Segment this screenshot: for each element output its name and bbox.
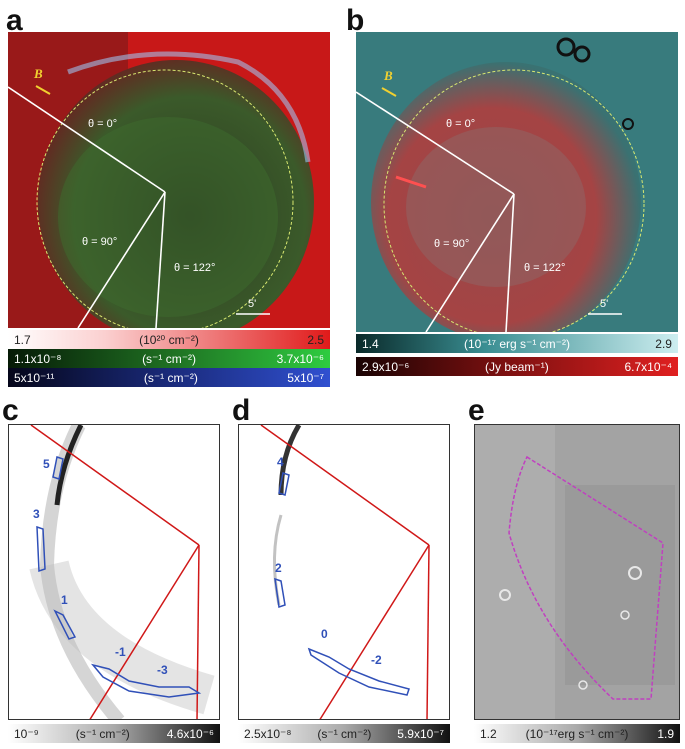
colorbar-b-cyan: 1.4 (10⁻¹⁷ erg s⁻¹ cm⁻²) 2.9 xyxy=(356,334,678,353)
cbar-b-cyan-unit: (10⁻¹⁷ erg s⁻¹ cm⁻²) xyxy=(463,336,570,351)
cbar-d-unit: (s⁻¹ cm⁻²) xyxy=(317,726,372,741)
region-label-c-3: 3 xyxy=(33,507,40,521)
panel-label-c: c xyxy=(2,394,19,427)
b-field-marker-a: B xyxy=(34,66,43,81)
panel-c-image: 5 3 1 -1 -3 xyxy=(8,424,220,720)
cbar-c-min: 10⁻⁹ xyxy=(14,726,39,741)
cbar-a-blue-max: 5x10⁻⁷ xyxy=(287,370,324,385)
cbar-a-red-max: 2.5 xyxy=(307,332,324,347)
cbar-e-max: 1.9 xyxy=(657,726,674,741)
cbar-a-green-max: 3.7x10⁻⁶ xyxy=(276,351,324,366)
cbar-b-red-max: 6.7x10⁻⁴ xyxy=(624,359,672,374)
cbar-b-cyan-max: 2.9 xyxy=(655,336,672,351)
cbar-b-red-unit: (Jy beam⁻¹) xyxy=(485,359,549,374)
region-label-d-2: 2 xyxy=(275,561,282,575)
panel-label-b: b xyxy=(346,4,365,37)
angle-label-b-122: θ = 122° xyxy=(524,262,566,274)
cbar-c-max: 4.6x10⁻⁶ xyxy=(166,726,214,741)
colorbar-a-blue: 5x10⁻¹¹ (s⁻¹ cm⁻²) 5x10⁻⁷ xyxy=(8,368,330,387)
panel-e-svg xyxy=(475,425,679,719)
angle-label-a-122: θ = 122° xyxy=(174,262,216,274)
panel-label-d: d xyxy=(232,394,251,427)
angle-label-b-0: θ = 0° xyxy=(446,118,476,130)
panel-label-e: e xyxy=(468,394,485,427)
region-label-c-neg1: -1 xyxy=(115,645,126,659)
angle-label-b-90: θ = 90° xyxy=(434,238,470,250)
panel-d-svg xyxy=(260,425,430,719)
cbar-a-red-unit: (10²⁰ cm⁻²) xyxy=(139,332,199,347)
panel-e-image xyxy=(474,424,680,720)
angle-label-a-90: θ = 90° xyxy=(82,236,118,248)
panel-a-svg xyxy=(8,32,330,328)
cbar-b-red-min: 2.9x10⁻⁶ xyxy=(362,359,410,374)
cbar-d-max: 5.9x10⁻⁷ xyxy=(397,726,444,741)
cbar-a-blue-min: 5x10⁻¹¹ xyxy=(14,370,55,385)
scale-label-b: 5' xyxy=(600,298,609,310)
cbar-a-green-min: 1.1x10⁻⁸ xyxy=(14,351,62,366)
region-label-d-4: 4 xyxy=(277,455,284,469)
colorbar-a-green: 1.1x10⁻⁸ (s⁻¹ cm⁻²) 3.7x10⁻⁶ xyxy=(8,349,330,368)
panel-b-svg xyxy=(356,32,678,332)
cbar-e-min: 1.2 xyxy=(480,726,497,741)
region-label-c-neg3: -3 xyxy=(157,663,168,677)
colorbar-e-gray: 1.2 (10⁻¹⁷erg s⁻¹ cm⁻²) 1.9 xyxy=(474,724,680,743)
panel-label-a: a xyxy=(6,4,23,37)
cbar-d-min: 2.5x10⁻⁸ xyxy=(244,726,292,741)
b-field-marker-b: B xyxy=(384,68,393,83)
region-label-d-0: 0 xyxy=(321,627,328,641)
panel-b-image: B θ = 0° θ = 90° θ = 122° 5' xyxy=(356,32,678,332)
colorbar-a-red: 1.7 (10²⁰ cm⁻²) 2.5 xyxy=(8,330,330,349)
cbar-b-cyan-min: 1.4 xyxy=(362,336,379,351)
angle-label-a-0: θ = 0° xyxy=(88,118,118,130)
colorbar-d-gray: 2.5x10⁻⁸ (s⁻¹ cm⁻²) 5.9x10⁻⁷ xyxy=(238,724,450,743)
panel-a-image: B θ = 0° θ = 90° θ = 122° 5' xyxy=(8,32,330,328)
panel-d-image: 4 2 0 -2 xyxy=(238,424,450,720)
scale-label-a: 5' xyxy=(248,298,257,310)
region-label-c-5: 5 xyxy=(43,457,50,471)
cbar-a-green-unit: (s⁻¹ cm⁻²) xyxy=(142,351,197,366)
panel-c-svg xyxy=(29,425,215,719)
region-label-d-neg2: -2 xyxy=(371,653,382,667)
region-label-c-1: 1 xyxy=(61,593,68,607)
colorbar-c-gray: 10⁻⁹ (s⁻¹ cm⁻²) 4.6x10⁻⁶ xyxy=(8,724,220,743)
cbar-c-unit: (s⁻¹ cm⁻²) xyxy=(75,726,130,741)
colorbar-b-red: 2.9x10⁻⁶ (Jy beam⁻¹) 6.7x10⁻⁴ xyxy=(356,357,678,376)
cbar-a-red-min: 1.7 xyxy=(14,332,31,347)
cbar-a-blue-unit: (s⁻¹ cm⁻²) xyxy=(143,370,198,385)
cbar-e-unit: (10⁻¹⁷erg s⁻¹ cm⁻²) xyxy=(525,726,629,741)
